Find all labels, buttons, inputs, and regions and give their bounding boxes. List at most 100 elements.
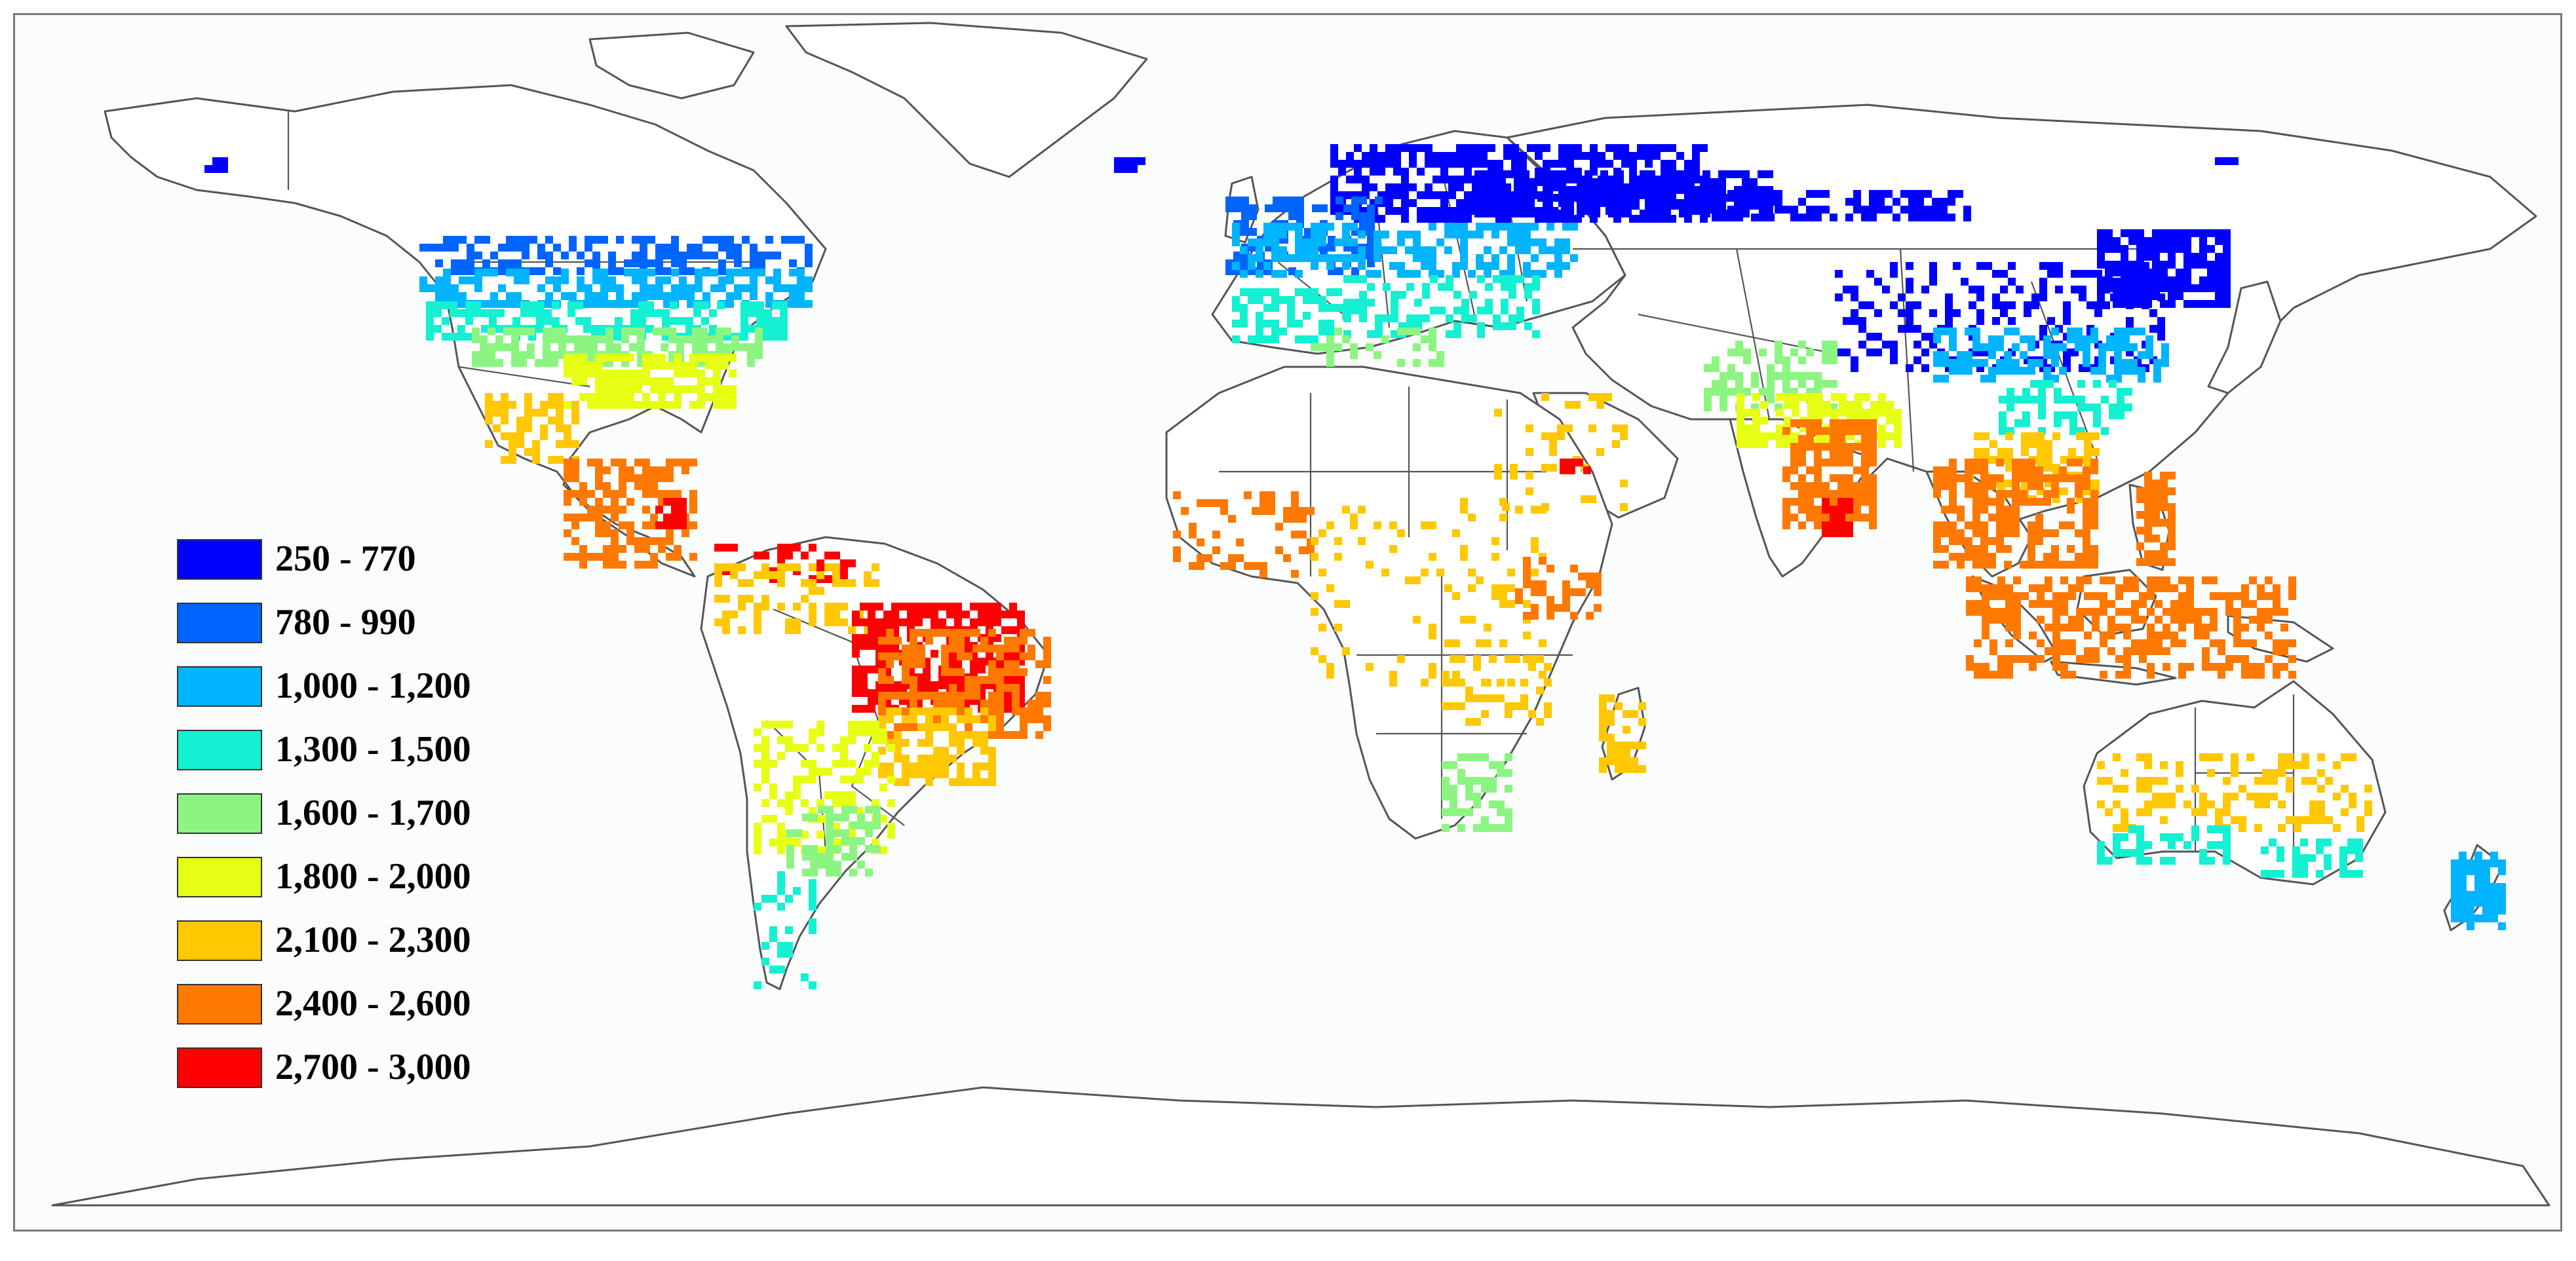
choropleth-cell [1929,309,1937,317]
choropleth-cell [1491,553,1499,561]
choropleth-cell [1845,451,1853,459]
choropleth-cell [2145,343,2153,351]
choropleth-cell [1997,448,2005,456]
choropleth-cell [1481,694,1489,702]
choropleth-cell [2020,466,2028,474]
choropleth-cell [1523,231,1531,238]
choropleth-cell [619,354,626,362]
choropleth-cell [1999,411,2007,419]
choropleth-cell [1476,639,1484,647]
legend-label: 2,100 - 2,300 [275,920,471,960]
choropleth-cell [1334,304,1342,312]
choropleth-cell [550,351,558,359]
choropleth-cell [1241,220,1249,228]
choropleth-cell [571,537,579,545]
choropleth-cell [933,762,941,770]
choropleth-cell [603,377,611,385]
choropleth-cell [571,401,579,409]
choropleth-cell [1318,231,1326,238]
choropleth-cell [587,506,595,514]
choropleth-cell [1488,144,1495,152]
choropleth-cell [1035,707,1043,715]
choropleth-cell [1482,170,1490,178]
choropleth-cell [1531,537,1539,545]
choropleth-cell [1232,320,1240,328]
choropleth-cell [1758,186,1765,194]
choropleth-cell [1539,639,1547,647]
choropleth-cell [1457,808,1465,816]
choropleth-cell [553,284,561,292]
choropleth-cell [2157,293,2165,301]
choropleth-cell [2007,404,2014,411]
choropleth-cell [805,252,813,259]
choropleth-cell [802,869,810,876]
choropleth-cell [671,269,679,276]
choropleth-cell [1303,246,1311,254]
choropleth-cell [697,401,705,409]
choropleth-cell [2160,487,2168,495]
choropleth-cell [1225,197,1233,204]
choropleth-cell [1526,448,1533,456]
choropleth-cell [2028,482,2035,490]
choropleth-cell [1295,223,1303,231]
choropleth-cell [1397,655,1405,663]
choropleth-cell [1248,296,1256,304]
choropleth-cell [754,626,761,634]
choropleth-cell [2186,616,2194,624]
choropleth-cell [450,309,457,317]
choropleth-cell [1814,214,1822,221]
choropleth-cell [910,629,917,637]
choropleth-cell [2090,521,2098,529]
choropleth-cell [1456,199,1464,207]
choropleth-cell [1446,330,1453,338]
choropleth-cell [1599,710,1607,718]
choropleth-cell [2207,753,2215,761]
choropleth-cell [482,259,490,267]
choropleth-cell [488,343,495,351]
choropleth-cell [789,259,797,267]
choropleth-cell [626,529,634,537]
choropleth-cell [2060,663,2068,671]
choropleth-cell [740,317,748,325]
choropleth-cell [2021,655,2029,663]
choropleth-cell [824,603,832,611]
choropleth-cell [1663,202,1671,210]
choropleth-cell [1414,314,1422,322]
choropleth-cell [1452,671,1460,679]
choropleth-cell [1992,301,2000,309]
choropleth-cell [801,744,809,752]
choropleth-cell [2482,867,2490,875]
choropleth-cell [1776,393,1784,401]
choropleth-cell [2123,647,2131,655]
choropleth-cell [1326,254,1334,262]
choropleth-cell [1878,393,1886,401]
choropleth-cell [474,284,482,292]
choropleth-cell [1972,529,1980,537]
choropleth-cell [996,676,1004,684]
choropleth-cell [474,236,482,244]
choropleth-cell [611,537,619,545]
choropleth-cell [1381,335,1389,343]
choropleth-cell [972,629,980,637]
choropleth-cell [2045,440,2052,448]
choropleth-cell [826,829,834,837]
choropleth-cell [2239,785,2246,793]
choropleth-cell [611,459,619,466]
choropleth-cell [2288,592,2296,600]
choropleth-cell [2168,300,2176,308]
choropleth-cell [910,770,917,778]
choropleth-cell [868,697,875,705]
choropleth-cell [544,309,552,317]
choropleth-cell [1351,197,1359,204]
choropleth-cell [1853,466,1861,474]
choropleth-cell [1562,238,1570,246]
choropleth-cell [2225,592,2233,600]
choropleth-cell [742,284,750,292]
choropleth-cell [1599,694,1607,702]
choropleth-cell [1509,283,1516,291]
choropleth-cell [730,571,738,579]
choropleth-cell [459,292,467,300]
choropleth-cell [1776,432,1784,440]
choropleth-cell [754,552,761,559]
choropleth-cell [2490,914,2498,922]
